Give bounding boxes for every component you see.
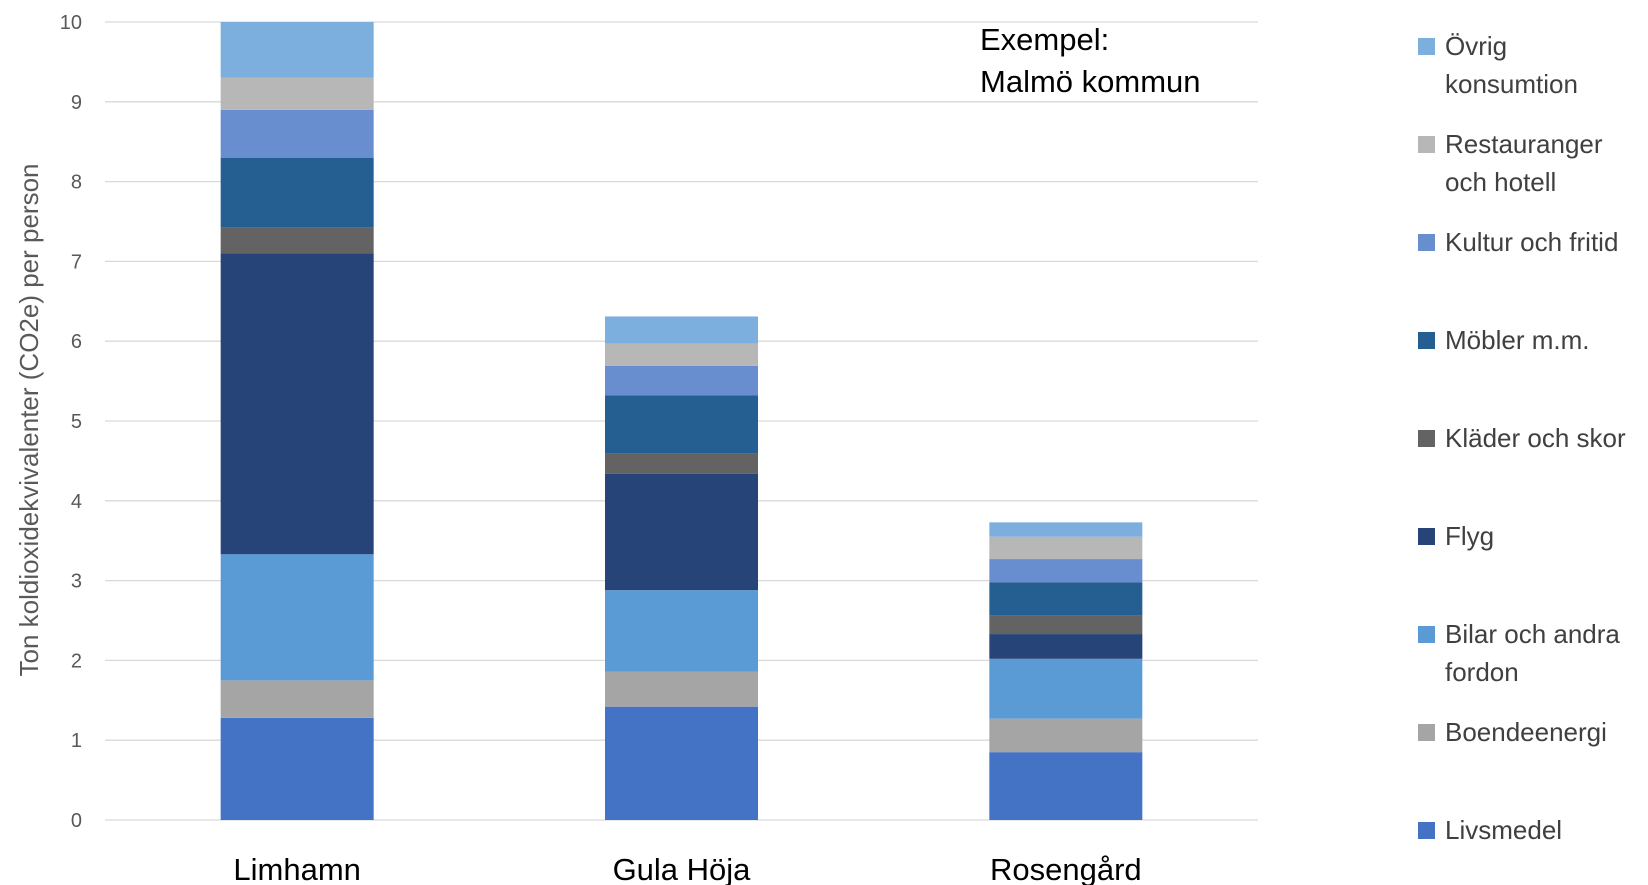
x-tick-label: Gula Höja bbox=[613, 852, 752, 885]
legend-label: och hotell bbox=[1445, 167, 1556, 197]
legend-swatch bbox=[1418, 626, 1435, 643]
x-axis-ticks: Limhamn Gula Höja Rosengård bbox=[233, 852, 1141, 885]
y-tick-label: 0 bbox=[71, 810, 82, 832]
legend-label: fordon bbox=[1445, 657, 1519, 687]
legend-label: Boendeenergi bbox=[1445, 717, 1607, 747]
bar-segment bbox=[989, 752, 1143, 820]
bar-segment bbox=[605, 590, 758, 672]
legend-entry: Restauranger och hotell bbox=[1418, 129, 1603, 197]
bar-segment bbox=[989, 582, 1143, 616]
bar-segment bbox=[605, 343, 758, 366]
y-tick-label: 5 bbox=[71, 411, 82, 433]
legend-swatch bbox=[1418, 430, 1435, 447]
bar-segment bbox=[605, 453, 758, 474]
y-tick-label: 1 bbox=[71, 730, 82, 752]
annotation-line-2: Malmö kommun bbox=[980, 64, 1201, 99]
legend-entry: Boendeenergi bbox=[1418, 717, 1607, 747]
bar-segment bbox=[220, 554, 374, 681]
bar-segment bbox=[220, 253, 374, 555]
y-axis-ticks: 0 1 2 3 4 5 6 7 8 9 10 bbox=[60, 12, 82, 832]
bar-segment bbox=[220, 22, 374, 78]
legend-entry: Kultur och fritid bbox=[1418, 227, 1618, 257]
y-tick-label: 9 bbox=[71, 92, 82, 114]
legend-entry: Möbler m.m. bbox=[1418, 325, 1589, 355]
legend-swatch bbox=[1418, 724, 1435, 741]
legend-swatch bbox=[1418, 136, 1435, 153]
y-tick-label: 7 bbox=[71, 251, 82, 273]
annotation-line-1: Exempel: bbox=[980, 22, 1109, 57]
y-tick-label: 6 bbox=[71, 331, 82, 353]
bar-segment bbox=[220, 227, 374, 254]
bar-segment bbox=[989, 522, 1143, 537]
legend-swatch bbox=[1418, 234, 1435, 251]
legend-swatch bbox=[1418, 332, 1435, 349]
bar-segment bbox=[605, 473, 758, 591]
x-tick-label: Limhamn bbox=[233, 852, 361, 885]
legend-swatch bbox=[1418, 38, 1435, 55]
y-tick-label: 3 bbox=[71, 571, 82, 593]
bar-segment bbox=[220, 109, 374, 158]
legend-swatch bbox=[1418, 528, 1435, 545]
bar-segment bbox=[989, 536, 1143, 560]
legend-label: Möbler m.m. bbox=[1445, 325, 1589, 355]
legend-label: Bilar och andra bbox=[1445, 619, 1620, 649]
bar-segment bbox=[989, 634, 1143, 659]
legend-label: Kläder och skor bbox=[1445, 423, 1626, 453]
bar-segment bbox=[220, 77, 374, 110]
legend-entry: Övrig konsumtion bbox=[1418, 31, 1578, 99]
legend-entry: Bilar och andra fordon bbox=[1418, 619, 1620, 687]
legend-label: Restauranger bbox=[1445, 129, 1603, 159]
y-tick-label: 2 bbox=[71, 650, 82, 672]
x-tick-label: Rosengård bbox=[990, 852, 1142, 885]
bar-segment bbox=[605, 706, 758, 820]
bar-segment bbox=[605, 395, 758, 454]
y-tick-label: 10 bbox=[60, 12, 82, 34]
legend-label: Livsmedel bbox=[1445, 815, 1562, 845]
legend-label: Kultur och fritid bbox=[1445, 227, 1618, 257]
legend-label: konsumtion bbox=[1445, 69, 1578, 99]
bar-segment bbox=[989, 559, 1143, 583]
y-tick-label: 8 bbox=[71, 172, 82, 194]
bar-segment bbox=[605, 671, 758, 707]
bar-segment bbox=[605, 316, 758, 344]
legend-entry: Kläder och skor bbox=[1418, 423, 1626, 453]
bar-segment bbox=[989, 718, 1143, 753]
bar-segment bbox=[220, 157, 374, 228]
bar-segment bbox=[605, 365, 758, 396]
bar-segment bbox=[220, 680, 374, 718]
legend-swatch bbox=[1418, 822, 1435, 839]
legend-label: Flyg bbox=[1445, 521, 1494, 551]
bar-segment bbox=[989, 658, 1143, 719]
bar-segment bbox=[989, 615, 1143, 635]
bars bbox=[220, 22, 1143, 820]
y-axis-label: Ton koldioxidekvivalenter (CO2e) per per… bbox=[14, 163, 44, 676]
legend: Övrig konsumtion Restauranger och hotell Kul… bbox=[1418, 31, 1626, 845]
bar-segment bbox=[220, 717, 374, 820]
y-tick-label: 4 bbox=[71, 491, 82, 513]
legend-label: Övrig bbox=[1445, 31, 1507, 61]
legend-entry: Flyg bbox=[1418, 521, 1494, 551]
legend-entry: Livsmedel bbox=[1418, 815, 1562, 845]
